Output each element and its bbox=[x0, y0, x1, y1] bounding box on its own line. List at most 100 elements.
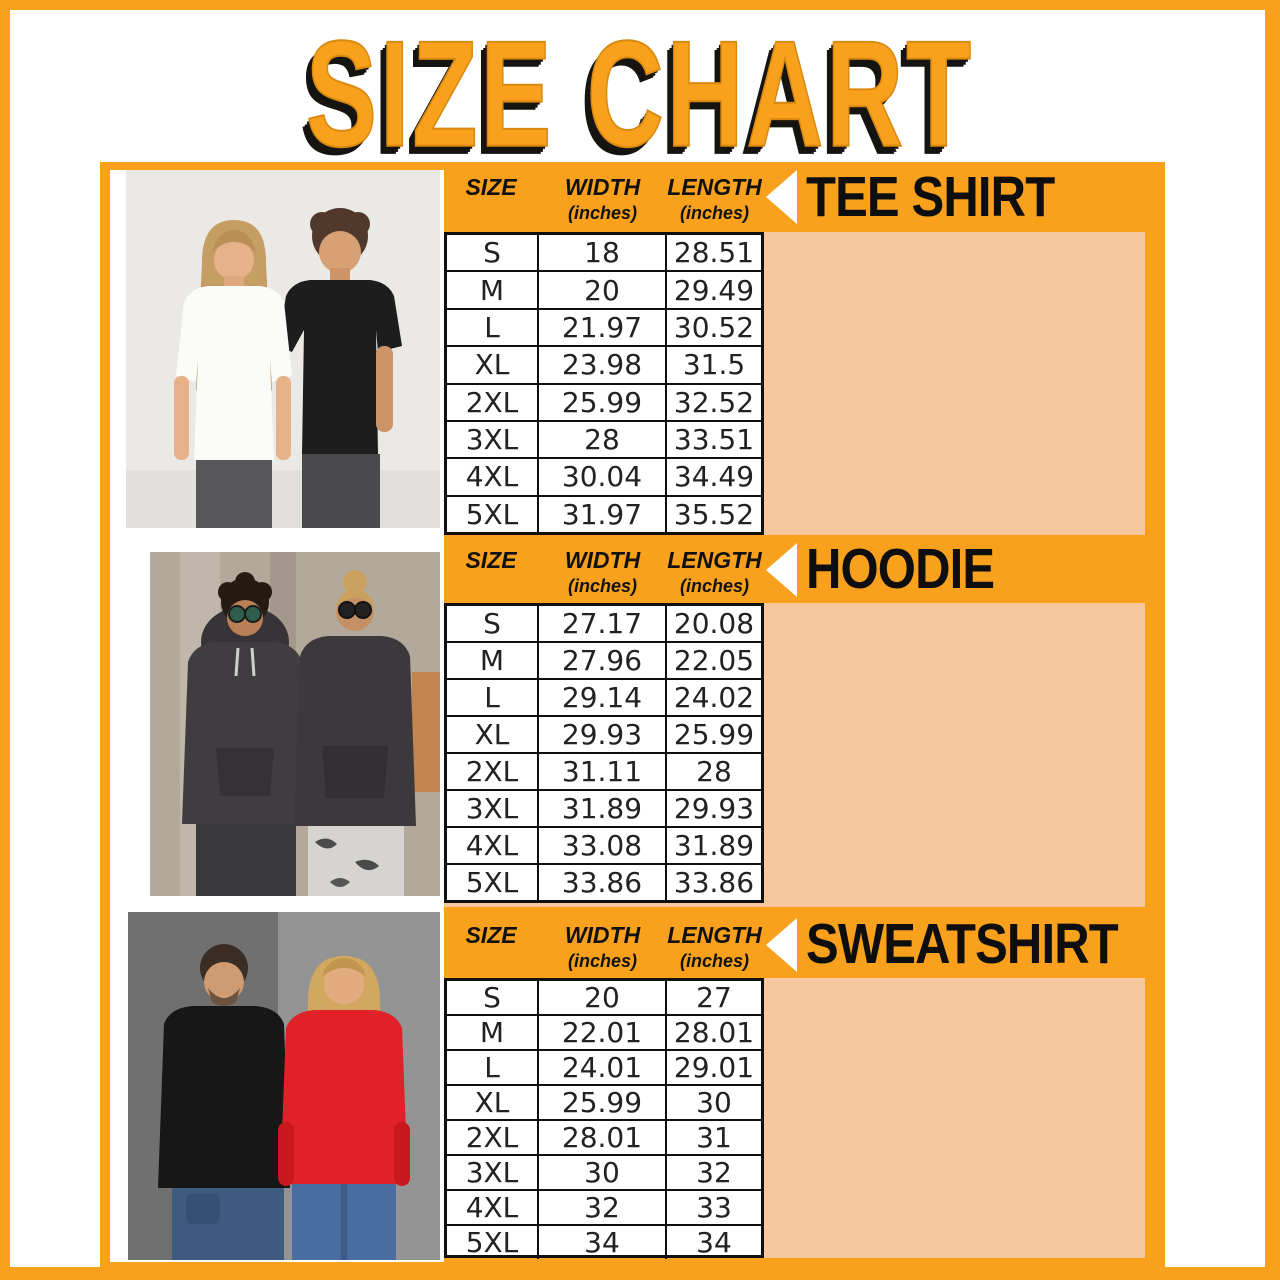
size-cell: S bbox=[447, 235, 539, 271]
width-cell: 24.01 bbox=[539, 1051, 667, 1084]
width-cell: 30.04 bbox=[539, 459, 667, 495]
length-cell: 22.05 bbox=[673, 644, 755, 677]
length-column-header: LENGTH (inches) bbox=[667, 535, 762, 603]
table-row: M 27.96 22.05 bbox=[447, 643, 761, 680]
table-row: M 22.01 28.01 bbox=[447, 1016, 761, 1051]
size-column-header: SIZE bbox=[444, 535, 538, 603]
size-cell: 5XL bbox=[447, 865, 539, 900]
width-column-header: WIDTH (inches) bbox=[538, 535, 667, 603]
length-cell: 35.52 bbox=[673, 497, 755, 531]
table-row: XL 29.93 25.99 bbox=[447, 717, 761, 754]
tee-shirt-photo bbox=[126, 170, 440, 528]
hoodie-size-table: S 27.17 20.08 M 27.96 22.05 L 29.14 24.02 XL 29.93… bbox=[444, 603, 764, 903]
title-wrap: SIZE CHART bbox=[0, 8, 1280, 179]
size-cell: XL bbox=[447, 347, 539, 383]
table-row: 3XL 28 33.51 bbox=[447, 421, 761, 460]
width-column-label: WIDTH bbox=[564, 922, 641, 948]
width-column-label: WIDTH bbox=[564, 547, 641, 573]
width-cell: 20 bbox=[539, 272, 667, 308]
length-cell: 32.52 bbox=[673, 385, 755, 419]
width-cell: 20 bbox=[539, 981, 667, 1014]
length-cell: 29.01 bbox=[673, 1051, 755, 1084]
size-column-header: SIZE bbox=[444, 910, 538, 978]
product-name: SWEATSHIRT bbox=[806, 912, 1119, 976]
width-cell: 27.96 bbox=[539, 643, 667, 678]
length-cell: 25.99 bbox=[673, 718, 755, 751]
size-column-label: SIZE bbox=[465, 174, 517, 200]
table-row: 5XL 31.97 35.52 bbox=[447, 496, 761, 532]
length-unit-label: (inches) bbox=[679, 576, 749, 596]
length-column-label: LENGTH bbox=[667, 174, 762, 200]
length-column-header: LENGTH (inches) bbox=[667, 910, 762, 978]
table-row: 4XL 30.04 34.49 bbox=[447, 459, 761, 497]
sweatshirt-photo-illustration bbox=[128, 912, 440, 1260]
width-cell: 22.01 bbox=[539, 1016, 667, 1049]
size-cell: 5XL bbox=[447, 496, 539, 532]
width-cell: 28.01 bbox=[539, 1121, 667, 1154]
size-cell: M bbox=[447, 643, 539, 678]
length-unit-label: (inches) bbox=[679, 951, 749, 971]
width-unit-label: (inches) bbox=[567, 951, 637, 971]
table-row: 5XL 33.86 33.86 bbox=[447, 865, 761, 900]
width-cell: 31.89 bbox=[539, 791, 667, 826]
hoodie-section-header: SIZE WIDTH (inches) LENGTH (inches) HOOD… bbox=[444, 535, 1165, 603]
woman-figure bbox=[174, 220, 292, 528]
table-row: XL 25.99 30 bbox=[447, 1086, 761, 1121]
size-cell: 2XL bbox=[447, 754, 539, 789]
size-cell: M bbox=[447, 272, 539, 308]
woman-figure bbox=[278, 956, 410, 1260]
left-arrow-icon bbox=[766, 170, 797, 224]
length-cell: 20.08 bbox=[673, 607, 755, 640]
width-cell: 30 bbox=[539, 1156, 667, 1189]
length-cell: 29.49 bbox=[673, 273, 755, 307]
size-cell: S bbox=[447, 981, 539, 1014]
length-column-header: LENGTH (inches) bbox=[667, 162, 762, 232]
length-cell: 29.93 bbox=[673, 792, 755, 825]
length-cell: 24.02 bbox=[673, 681, 755, 714]
width-cell: 23.98 bbox=[539, 347, 667, 383]
length-cell: 31.89 bbox=[673, 829, 755, 862]
size-cell: 4XL bbox=[447, 1191, 539, 1224]
table-row: S 18 28.51 bbox=[447, 235, 761, 273]
size-cell: 2XL bbox=[447, 384, 539, 420]
tee-shirt-size-table: S 18 28.51 M 20 29.49 L 21.97 30.52 XL 23.98 31.5 2X… bbox=[444, 232, 764, 535]
width-cell: 33.86 bbox=[539, 865, 667, 900]
width-unit-label: (inches) bbox=[567, 576, 637, 596]
table-row: L 29.14 24.02 bbox=[447, 680, 761, 717]
size-cell: 4XL bbox=[447, 828, 539, 863]
table-row: S 27.17 20.08 bbox=[447, 606, 761, 643]
length-cell: 27 bbox=[696, 981, 732, 1014]
table-row: 2XL 25.99 32.52 bbox=[447, 384, 761, 422]
width-cell: 33.08 bbox=[539, 828, 667, 863]
width-cell: 27.17 bbox=[539, 606, 667, 641]
table-row: 3XL 30 32 bbox=[447, 1156, 761, 1191]
hoodie-photo-illustration bbox=[150, 552, 440, 896]
width-cell: 34 bbox=[539, 1226, 667, 1259]
width-cell: 29.14 bbox=[539, 680, 667, 715]
size-cell: 3XL bbox=[447, 1156, 539, 1189]
size-column-header: SIZE bbox=[444, 162, 538, 232]
size-cell: L bbox=[447, 309, 539, 346]
woman-figure bbox=[294, 570, 416, 896]
length-cell: 34.49 bbox=[673, 460, 755, 494]
table-row: M 20 29.49 bbox=[447, 272, 761, 310]
length-cell: 30.52 bbox=[673, 310, 755, 344]
size-cell: XL bbox=[447, 1086, 539, 1119]
table-row: 2XL 31.11 28 bbox=[447, 754, 761, 791]
size-cell: S bbox=[447, 606, 539, 641]
length-cell: 31 bbox=[696, 1121, 732, 1154]
length-column-label: LENGTH bbox=[667, 547, 762, 573]
size-cell: L bbox=[447, 680, 539, 715]
width-column-header: WIDTH (inches) bbox=[538, 162, 667, 232]
size-cell: 5XL bbox=[447, 1226, 539, 1259]
length-cell: 33.51 bbox=[673, 423, 755, 457]
length-cell: 31.5 bbox=[682, 348, 746, 382]
size-column-label: SIZE bbox=[465, 547, 517, 573]
length-cell: 30 bbox=[696, 1086, 732, 1119]
man-figure bbox=[278, 208, 402, 528]
table-row: 4XL 32 33 bbox=[447, 1191, 761, 1226]
width-cell: 18 bbox=[539, 235, 667, 271]
product-name: TEE SHIRT bbox=[806, 165, 1055, 229]
width-cell: 31.97 bbox=[539, 496, 667, 532]
